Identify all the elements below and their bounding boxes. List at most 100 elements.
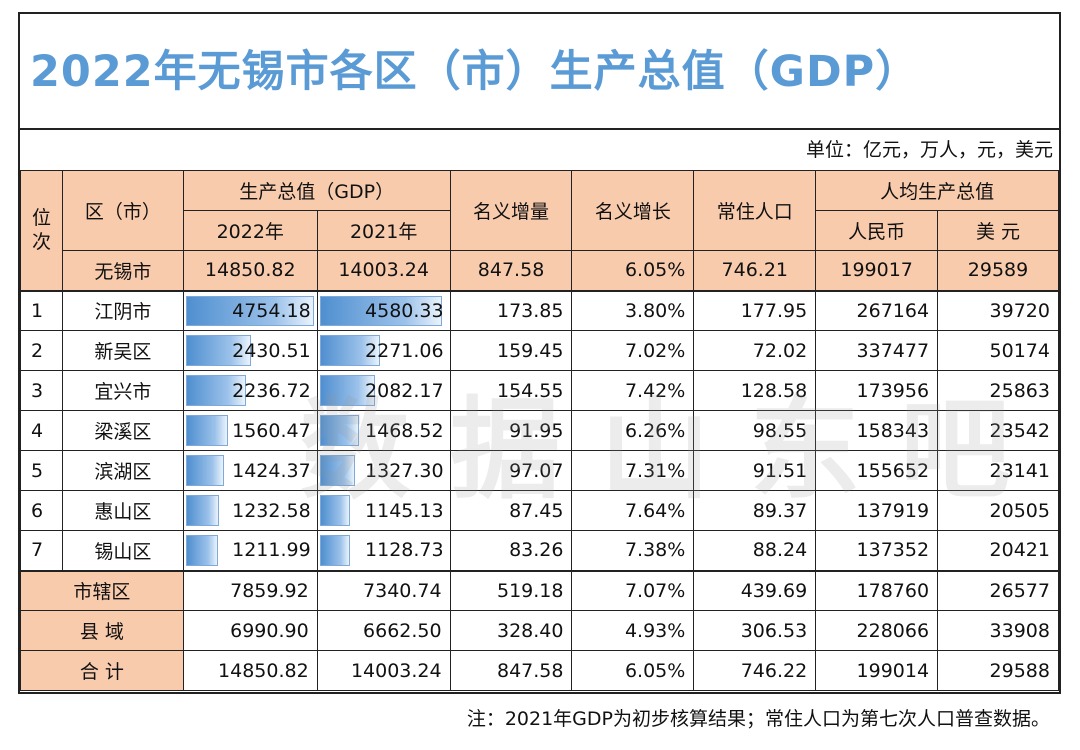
row-inc: 91.95 xyxy=(449,410,573,451)
summary-growth: 4.93% xyxy=(571,610,695,651)
summary-row: 市辖区 7859.92 7340.74 519.18 7.07% 439.69 178760… xyxy=(20,569,1059,611)
summary-gdp2021: 6662.50 xyxy=(316,610,451,651)
row-usd: 20421 xyxy=(937,530,1059,571)
row-rank: 4 xyxy=(20,410,63,451)
gdp-table: 位次 区（市） 生产总值（GDP） 名义增量 名义增长 常住人口 人均生产总值 … xyxy=(20,170,1059,691)
footnote: 注：2021年GDP为初步核算结果；常住人口为第七次人口普查数据。 xyxy=(466,708,1050,730)
gdp-bar-label: 1145.13 xyxy=(365,499,444,522)
row-gdp2022: 2236.72 xyxy=(182,370,318,411)
row-name: 滨湖区 xyxy=(61,450,184,491)
summary-rmb: 199014 xyxy=(815,650,939,691)
table-row: 6 惠山区 1232.58 1145.13 87.45 7.64% 89.37 137919 2… xyxy=(20,490,1059,531)
summary-pop: 306.53 xyxy=(693,610,817,651)
city-total-pop: 746.21 xyxy=(693,250,817,291)
table-row: 3 宜兴市 2236.72 2082.17 154.55 7.42% 128.58 17395… xyxy=(20,370,1059,411)
row-usd: 50174 xyxy=(937,330,1059,371)
header-2021: 2021年 xyxy=(316,210,451,251)
row-pop: 91.51 xyxy=(693,450,817,491)
gdp-bar-label: 4754.18 xyxy=(232,299,311,322)
row-inc: 173.85 xyxy=(449,289,573,331)
header-district: 区（市） xyxy=(61,170,184,251)
summary-pop: 746.22 xyxy=(693,650,817,691)
row-name: 惠山区 xyxy=(61,490,184,531)
header-gdp: 生产总值（GDP） xyxy=(182,170,451,211)
gdp-bar xyxy=(319,335,381,366)
city-total-inc: 847.58 xyxy=(449,250,573,291)
gdp-bar xyxy=(185,415,228,446)
gdp-bar-label: 4580.33 xyxy=(365,299,444,322)
header-usd: 美 元 xyxy=(937,210,1059,251)
summary-pop: 439.69 xyxy=(693,569,817,611)
unit-note: 单位：亿元，万人，元，美元 xyxy=(805,139,1053,161)
gdp-bar-label: 1424.37 xyxy=(232,459,311,482)
row-inc: 154.55 xyxy=(449,370,573,411)
row-growth: 3.80% xyxy=(571,289,695,331)
summary-rmb: 228066 xyxy=(815,610,939,651)
header-rank: 位次 xyxy=(20,170,63,291)
row-name: 新吴区 xyxy=(61,330,184,371)
row-gdp2021: 1468.52 xyxy=(316,410,451,451)
summary-gdp2021: 7340.74 xyxy=(316,569,451,611)
summary-gdp2022: 14850.82 xyxy=(182,650,318,691)
gdp-bar xyxy=(319,415,359,446)
row-rank: 6 xyxy=(20,490,63,531)
row-gdp2022: 4754.18 xyxy=(182,289,318,331)
table-frame: 2022年无锡市各区（市）生产总值（GDP） 单位：亿元，万人，元，美元 位次 … xyxy=(18,12,1061,694)
row-pop: 72.02 xyxy=(693,330,817,371)
table-row: 1 江阴市 4754.18 4580.33 173.85 3.80% 177.95 26716… xyxy=(20,289,1059,331)
gdp-bar-label: 1327.30 xyxy=(365,459,444,482)
gdp-bar-label: 2236.72 xyxy=(232,379,311,402)
summary-inc: 519.18 xyxy=(449,569,573,611)
row-growth: 7.02% xyxy=(571,330,695,371)
gdp-bar xyxy=(185,535,219,566)
row-usd: 39720 xyxy=(937,289,1059,331)
gdp-bar xyxy=(185,375,247,406)
row-gdp2021: 1145.13 xyxy=(316,490,451,531)
row-growth: 7.31% xyxy=(571,450,695,491)
gdp-bar-label: 1128.73 xyxy=(365,539,444,562)
row-rank: 2 xyxy=(20,330,63,371)
row-growth: 7.38% xyxy=(571,530,695,571)
gdp-bar xyxy=(319,295,443,326)
summary-name: 县 域 xyxy=(20,610,184,651)
gdp-bar-label: 1232.58 xyxy=(232,499,311,522)
row-rmb: 137352 xyxy=(815,530,939,571)
row-usd: 20505 xyxy=(937,490,1059,531)
header-per-capita: 人均生产总值 xyxy=(815,170,1059,211)
summary-row: 县 域 6990.90 6662.50 328.40 4.93% 306.53 228066… xyxy=(20,610,1059,651)
row-name: 梁溪区 xyxy=(61,410,184,451)
gdp-bar-label: 1560.47 xyxy=(232,419,311,442)
gdp-bar xyxy=(185,495,219,526)
row-pop: 98.55 xyxy=(693,410,817,451)
row-usd: 23141 xyxy=(937,450,1059,491)
row-growth: 7.64% xyxy=(571,490,695,531)
row-inc: 83.26 xyxy=(449,530,573,571)
row-rmb: 173956 xyxy=(815,370,939,411)
summary-gdp2022: 6990.90 xyxy=(182,610,318,651)
summary-gdp2021: 14003.24 xyxy=(316,650,451,691)
page-title: 2022年无锡市各区（市）生产总值（GDP） xyxy=(20,14,1059,130)
summary-gdp2022: 7859.92 xyxy=(182,569,318,611)
table-row: 4 梁溪区 1560.47 1468.52 91.95 6.26% 98.55 158343 2… xyxy=(20,410,1059,451)
row-rmb: 158343 xyxy=(815,410,939,451)
summary-growth: 6.05% xyxy=(571,650,695,691)
row-name: 锡山区 xyxy=(61,530,184,571)
row-rmb: 267164 xyxy=(815,289,939,331)
row-rmb: 137919 xyxy=(815,490,939,531)
summary-rmb: 178760 xyxy=(815,569,939,611)
gdp-bar-label: 2082.17 xyxy=(365,379,444,402)
row-growth: 7.42% xyxy=(571,370,695,411)
gdp-bar xyxy=(185,455,225,486)
gdp-bar xyxy=(185,335,252,366)
summary-name: 合 计 xyxy=(20,650,184,691)
row-rank: 7 xyxy=(20,530,63,571)
row-gdp2021: 1327.30 xyxy=(316,450,451,491)
header-rmb: 人民币 xyxy=(815,210,939,251)
city-total-name: 无锡市 xyxy=(61,250,184,291)
gdp-bar-label: 1468.52 xyxy=(365,419,444,442)
city-total-usd: 29589 xyxy=(937,250,1059,291)
row-gdp2021: 2271.06 xyxy=(316,330,451,371)
table-row: 5 滨湖区 1424.37 1327.30 97.07 7.31% 91.51 155652 2… xyxy=(20,450,1059,491)
row-gdp2022: 1424.37 xyxy=(182,450,318,491)
row-rmb: 337477 xyxy=(815,330,939,371)
